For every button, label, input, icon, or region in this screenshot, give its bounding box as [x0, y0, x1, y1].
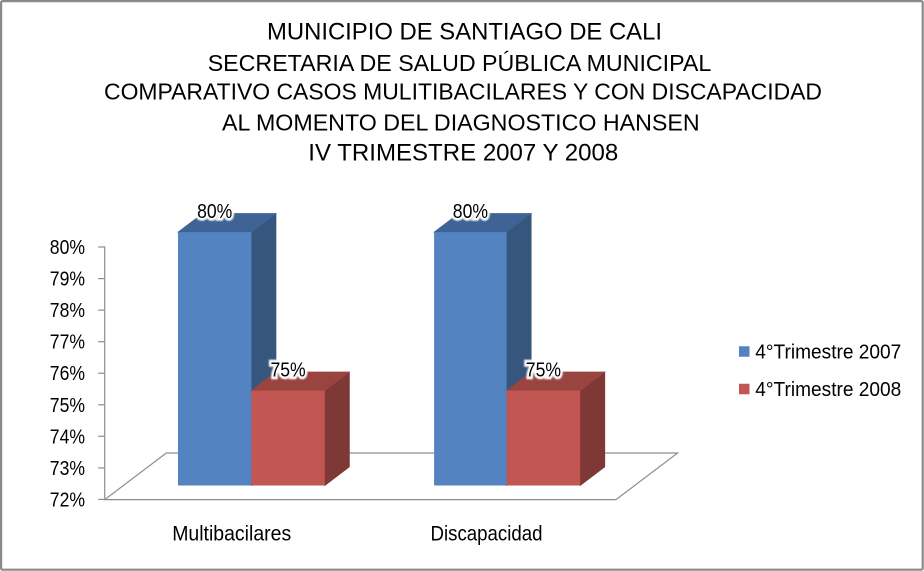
svg-text:IV TRIMESTRE 2007 Y 2008: IV TRIMESTRE 2007 Y 2008 [308, 139, 618, 166]
svg-text:80%: 80% [453, 201, 488, 223]
svg-text:80%: 80% [197, 201, 232, 223]
svg-text:77%: 77% [50, 332, 85, 354]
svg-text:80%: 80% [50, 237, 85, 259]
svg-text:75%: 75% [271, 359, 306, 381]
svg-text:COMPARATIVO CASOS MULITIBACILA: COMPARATIVO CASOS MULITIBACILARES Y CON … [104, 78, 822, 104]
svg-text:72%: 72% [50, 489, 85, 511]
svg-text:75%: 75% [50, 395, 85, 417]
svg-text:75%: 75% [526, 359, 561, 381]
svg-text:76%: 76% [50, 363, 85, 385]
svg-text:79%: 79% [50, 269, 85, 291]
svg-text:73%: 73% [50, 458, 85, 480]
svg-text:SECRETARIA DE SALUD PÚBLICA MU: SECRETARIA DE SALUD PÚBLICA MUNICIPAL [208, 50, 712, 76]
svg-text:AL MOMENTO DEL DIAGNOSTICO HAN: AL MOMENTO DEL DIAGNOSTICO HANSEN [222, 110, 700, 136]
svg-text:80%: 80% [197, 201, 232, 223]
svg-text:4°Trimestre 2008: 4°Trimestre 2008 [755, 379, 901, 401]
svg-text:75%: 75% [271, 359, 306, 381]
svg-text:Discapacidad: Discapacidad [431, 523, 543, 546]
svg-text:75%: 75% [526, 359, 561, 381]
svg-text:80%: 80% [453, 201, 488, 223]
svg-text:78%: 78% [50, 300, 85, 322]
svg-text:Multibacilares: Multibacilares [172, 523, 291, 546]
svg-text:MUNICIPIO DE SANTIAGO DE CALI: MUNICIPIO DE SANTIAGO DE CALI [267, 18, 662, 45]
svg-text:4°Trimestre 2007: 4°Trimestre 2007 [755, 342, 901, 364]
svg-text:74%: 74% [50, 426, 85, 448]
